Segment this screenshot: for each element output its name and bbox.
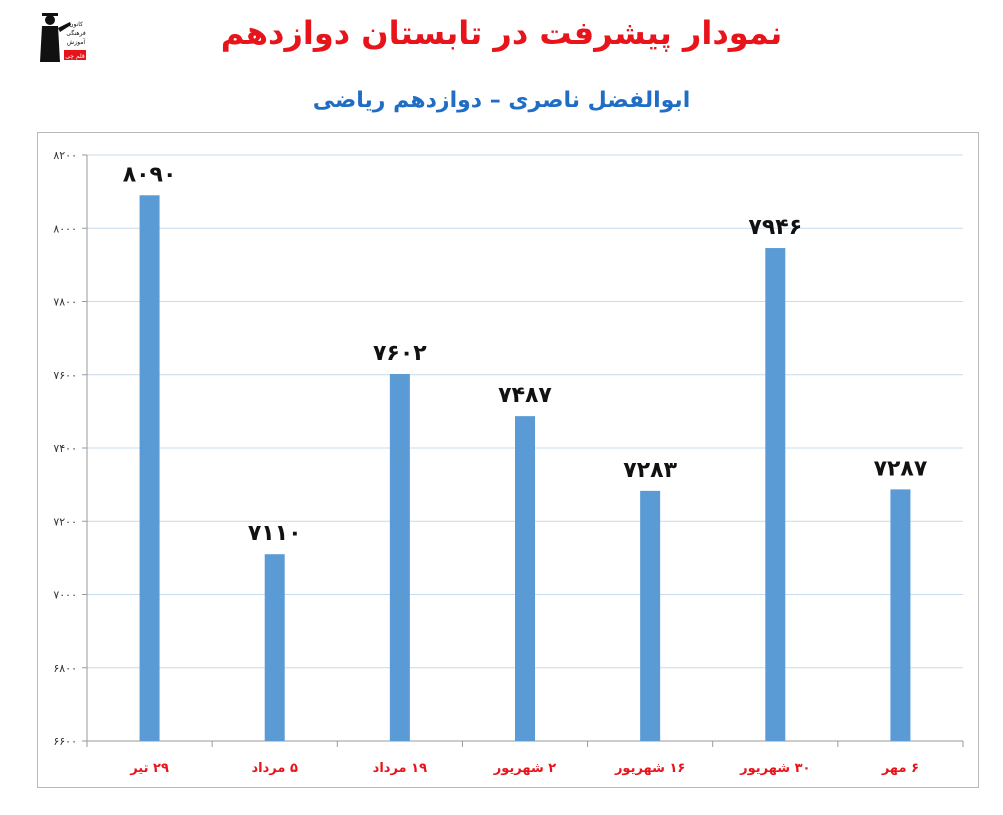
y-tick-label: ۷۴۰۰ [53, 442, 77, 455]
graduate-logo-icon: کانون فرهنگی آموزش قلم چی [40, 13, 86, 62]
data-label: ۷۶۰۲ [373, 341, 427, 366]
logo-line-2: فرهنگی [66, 29, 86, 37]
bar [139, 195, 160, 742]
bar [264, 554, 285, 741]
data-label: ۷۹۴۶ [748, 215, 802, 240]
category-label: ۳۰ شهریور [739, 761, 810, 776]
y-tick-label: ۶۶۰۰ [53, 735, 77, 748]
logo-line-3: آموزش [67, 37, 86, 46]
y-tick-label: ۷۰۰۰ [53, 589, 77, 602]
y-tick-label: ۸۰۰۰ [53, 222, 77, 235]
data-label: ۷۲۸۷ [874, 456, 928, 481]
bar [765, 248, 786, 741]
bar [890, 489, 911, 741]
bar [515, 416, 535, 741]
logo-line-1: کانون [69, 21, 83, 28]
y-tick-label: ۶۸۰۰ [53, 662, 77, 675]
chart-frame [37, 132, 979, 788]
category-label: ۱۶ شهریور [614, 761, 685, 776]
data-label: ۷۲۸۳ [623, 458, 677, 483]
page-title: نمودار پیشرفت در تابستان دوازدهم [220, 14, 783, 52]
category-label: ۲۹ تیر [129, 761, 169, 776]
bar [389, 374, 410, 741]
bar [640, 490, 661, 741]
page-subtitle: ابوالفضل ناصری – دوازدهم ریاضی [312, 88, 691, 113]
category-label: ۱۹ مرداد [373, 761, 427, 776]
data-label: ۸۰۹۰ [123, 162, 177, 187]
y-tick-label: ۷۸۰۰ [53, 296, 77, 309]
data-label: ۷۱۱۰ [248, 521, 302, 546]
y-tick-label: ۷۲۰۰ [53, 515, 77, 528]
category-label: ۶ مهر [881, 761, 919, 776]
category-label: ۵ مرداد [252, 761, 298, 776]
y-tick-label: ۷۶۰۰ [53, 369, 77, 382]
y-tick-label: ۸۲۰۰ [53, 149, 77, 162]
logo-badge: قلم چی [65, 53, 85, 60]
category-label: ۲ شهریور [493, 761, 557, 776]
data-label: ۷۴۸۷ [498, 383, 552, 408]
